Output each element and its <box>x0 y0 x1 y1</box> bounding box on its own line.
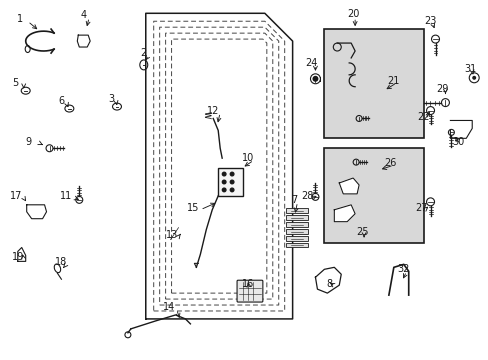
Text: 3: 3 <box>108 94 114 104</box>
Polygon shape <box>449 121 471 138</box>
Text: 13: 13 <box>166 230 178 239</box>
Circle shape <box>230 188 233 192</box>
Text: 17: 17 <box>10 191 22 201</box>
Text: 22: 22 <box>416 112 429 122</box>
Text: 14: 14 <box>162 302 174 312</box>
Text: 19: 19 <box>12 252 24 262</box>
Polygon shape <box>334 205 354 222</box>
Text: 6: 6 <box>58 96 64 105</box>
Text: 21: 21 <box>387 76 399 86</box>
Bar <box>218 168 243 196</box>
Text: 2: 2 <box>141 48 146 58</box>
Bar <box>285 222 307 227</box>
Text: 26: 26 <box>384 158 396 168</box>
Bar <box>324 29 423 138</box>
FancyBboxPatch shape <box>237 280 263 302</box>
Polygon shape <box>77 35 90 47</box>
Bar <box>285 235 307 240</box>
Text: 12: 12 <box>206 105 219 116</box>
Text: 28: 28 <box>301 191 313 201</box>
Bar <box>285 208 307 213</box>
Text: 30: 30 <box>451 137 464 147</box>
Text: 29: 29 <box>435 84 447 94</box>
Text: 18: 18 <box>55 257 67 267</box>
Bar <box>285 229 307 234</box>
Circle shape <box>222 180 225 184</box>
Text: 1: 1 <box>17 14 23 24</box>
Text: 31: 31 <box>463 64 475 74</box>
Polygon shape <box>18 247 26 261</box>
Polygon shape <box>315 267 341 293</box>
Bar <box>285 243 307 247</box>
Text: 24: 24 <box>305 58 317 68</box>
Text: 23: 23 <box>424 16 436 26</box>
Circle shape <box>230 180 233 184</box>
Circle shape <box>230 172 233 176</box>
Text: 10: 10 <box>242 153 254 163</box>
Text: 4: 4 <box>80 10 86 20</box>
Text: 7: 7 <box>291 195 297 205</box>
Circle shape <box>312 76 318 82</box>
Bar <box>285 215 307 220</box>
Bar <box>324 148 423 243</box>
Circle shape <box>222 172 225 176</box>
Text: 5: 5 <box>13 78 19 88</box>
Text: 8: 8 <box>325 279 332 289</box>
Text: 9: 9 <box>25 137 32 147</box>
Circle shape <box>222 188 225 192</box>
Polygon shape <box>27 205 46 219</box>
Text: 16: 16 <box>242 279 254 289</box>
Text: 20: 20 <box>346 9 359 19</box>
Polygon shape <box>339 178 358 194</box>
Text: 32: 32 <box>397 264 409 274</box>
Text: 25: 25 <box>355 226 367 237</box>
Text: 27: 27 <box>414 203 427 213</box>
Text: 15: 15 <box>187 203 199 213</box>
Text: 11: 11 <box>60 191 72 201</box>
Circle shape <box>471 76 475 80</box>
